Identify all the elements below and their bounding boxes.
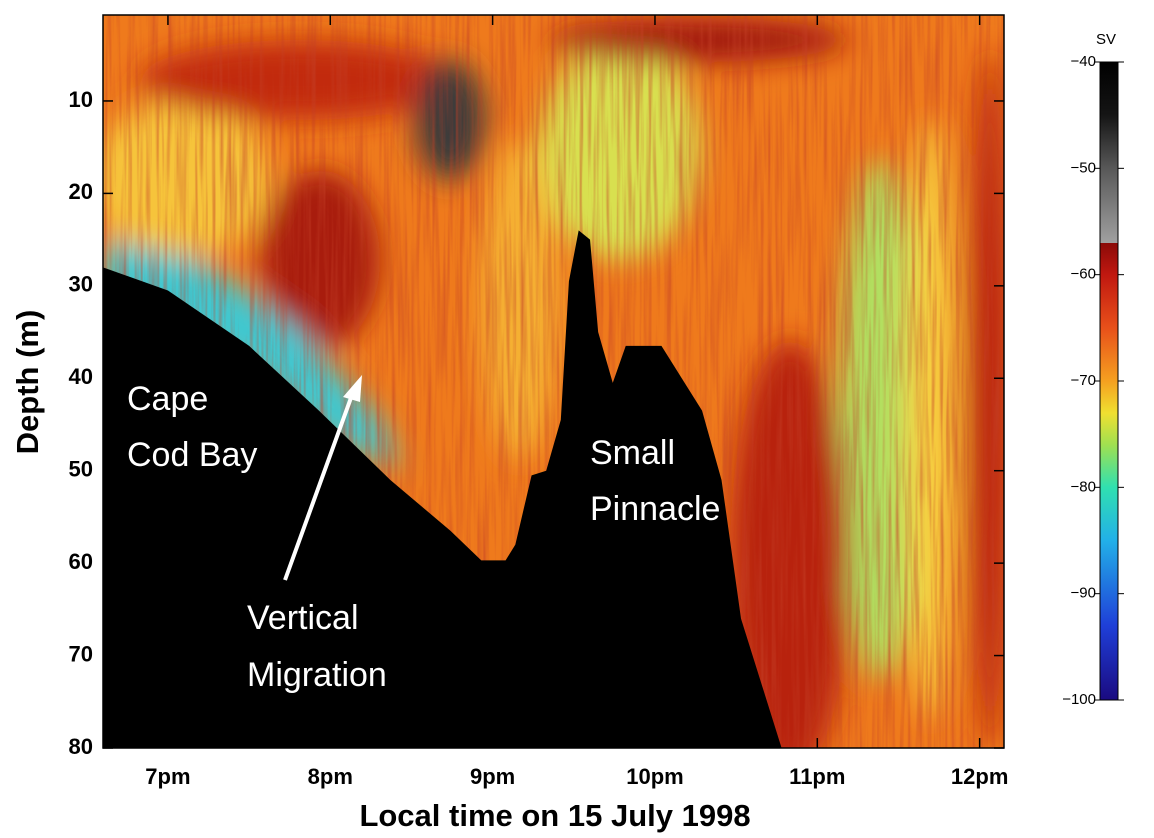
x-axis-label: Local time on 15 July 1998 (359, 798, 750, 833)
x-tick-label: 11pm (789, 764, 845, 789)
colorbar-tick-label: −60 (1071, 266, 1096, 283)
x-tick-label: 7pm (145, 764, 190, 789)
arrow-shaft (283, 394, 354, 581)
colorbar-tick-label: −100 (1062, 691, 1096, 708)
annotation: Vertical (247, 599, 359, 637)
y-tick-label: 20 (69, 179, 93, 204)
seabed (103, 230, 782, 749)
plot-frame (102, 14, 1005, 749)
colorbar-tick-label: −80 (1071, 478, 1096, 495)
annotation: Small (590, 434, 675, 472)
colorbar-tick-label: −50 (1071, 159, 1096, 176)
y-tick-label: 80 (69, 734, 93, 759)
x-tick-label: 12pm (951, 764, 1008, 789)
x-tick-label: 10pm (626, 764, 683, 789)
y-tick-label: 70 (69, 641, 93, 666)
annotation: Pinnacle (590, 490, 720, 528)
colorbar-tick-label: −90 (1071, 585, 1096, 602)
x-tick-label: 9pm (470, 764, 515, 789)
colorbar-label: SV (1096, 31, 1116, 48)
y-tick-label: 10 (69, 87, 93, 112)
arrow-head (343, 375, 362, 402)
y-tick-label: 30 (69, 272, 93, 297)
annotation: Cod Bay (127, 436, 257, 474)
y-tick-label: 40 (69, 364, 93, 389)
x-tick-label: 8pm (308, 764, 353, 789)
y-axis-label: Depth (m) (10, 310, 45, 455)
annotation: Migration (247, 656, 387, 694)
annotation: Cape (127, 380, 208, 418)
colorbar-tick-label: −40 (1071, 53, 1096, 70)
colorbar-tick-label: −70 (1071, 372, 1096, 389)
colorbar (1099, 61, 1119, 701)
y-tick-label: 50 (69, 457, 93, 482)
y-tick-label: 60 (69, 549, 93, 574)
